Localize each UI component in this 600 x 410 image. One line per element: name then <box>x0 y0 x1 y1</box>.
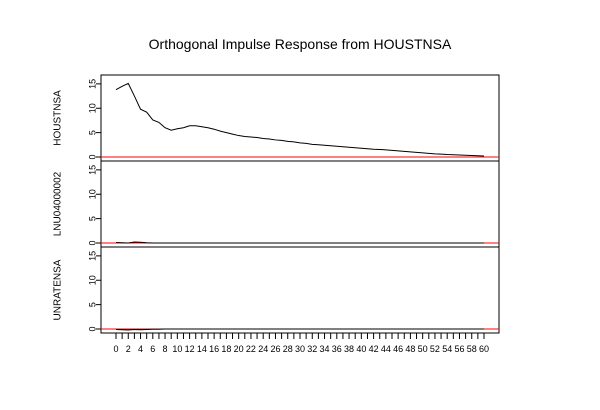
x-tick-label: 8 <box>163 344 168 354</box>
panel-frame <box>100 160 500 248</box>
series-line <box>115 82 485 157</box>
x-tick-label: 10 <box>172 344 182 354</box>
x-tick-label: 32 <box>307 344 317 354</box>
y-tick-label: 10 <box>87 189 97 199</box>
series-line <box>115 241 484 244</box>
y-tick-label: 15 <box>87 165 97 175</box>
y-tick-label: 10 <box>87 103 97 113</box>
x-tick-label: 26 <box>270 344 280 354</box>
x-tick-label: 46 <box>393 344 403 354</box>
y-tick-label: 0 <box>87 154 97 159</box>
y-tick-label: 15 <box>87 79 97 89</box>
chart-title: Orthogonal Impulse Response from HOUSTNS… <box>149 36 452 52</box>
x-tick-label: 36 <box>332 344 342 354</box>
x-tick-label: 20 <box>234 344 244 354</box>
x-tick-label: 4 <box>138 344 143 354</box>
x-tick-label: 30 <box>295 344 305 354</box>
y-axis-label: HOUSTNSA <box>53 90 64 146</box>
y-tick-label: 15 <box>87 251 97 261</box>
x-tick-label: 12 <box>185 344 195 354</box>
x-tick-label: 18 <box>221 344 231 354</box>
x-tick-label: 16 <box>209 344 219 354</box>
x-tick-label: 0 <box>113 344 118 354</box>
x-tick-label: 28 <box>283 344 293 354</box>
panel-frame <box>100 74 500 162</box>
x-tick-label: 54 <box>442 344 452 354</box>
x-tick-label: 50 <box>418 344 428 354</box>
y-tick-label: 0 <box>87 326 97 331</box>
x-tick-label: 48 <box>405 344 415 354</box>
y-axis-label: LNU04000002 <box>53 171 64 236</box>
x-tick-label: 56 <box>454 344 464 354</box>
panel-frame <box>100 246 500 334</box>
y-tick-label: 10 <box>87 275 97 285</box>
x-tick-label: 22 <box>246 344 256 354</box>
x-tick-label: 42 <box>369 344 379 354</box>
x-tick-label: 6 <box>150 344 155 354</box>
y-tick-label: 5 <box>87 302 97 307</box>
x-tick-label: 2 <box>126 344 131 354</box>
x-tick-label: 40 <box>356 344 366 354</box>
x-tick-label: 38 <box>344 344 354 354</box>
series-line <box>115 328 484 331</box>
x-tick-label: 58 <box>467 344 477 354</box>
x-tick-label: 60 <box>479 344 489 354</box>
x-tick-label: 44 <box>381 344 391 354</box>
y-tick-label: 0 <box>87 240 97 245</box>
x-tick-label: 24 <box>258 344 268 354</box>
y-tick-label: 5 <box>87 130 97 135</box>
y-tick-label: 5 <box>87 216 97 221</box>
x-tick-label: 52 <box>430 344 440 354</box>
x-tick-label: 14 <box>197 344 207 354</box>
x-tick-label: 34 <box>320 344 330 354</box>
y-axis-label: UNRATENSA <box>53 259 64 320</box>
